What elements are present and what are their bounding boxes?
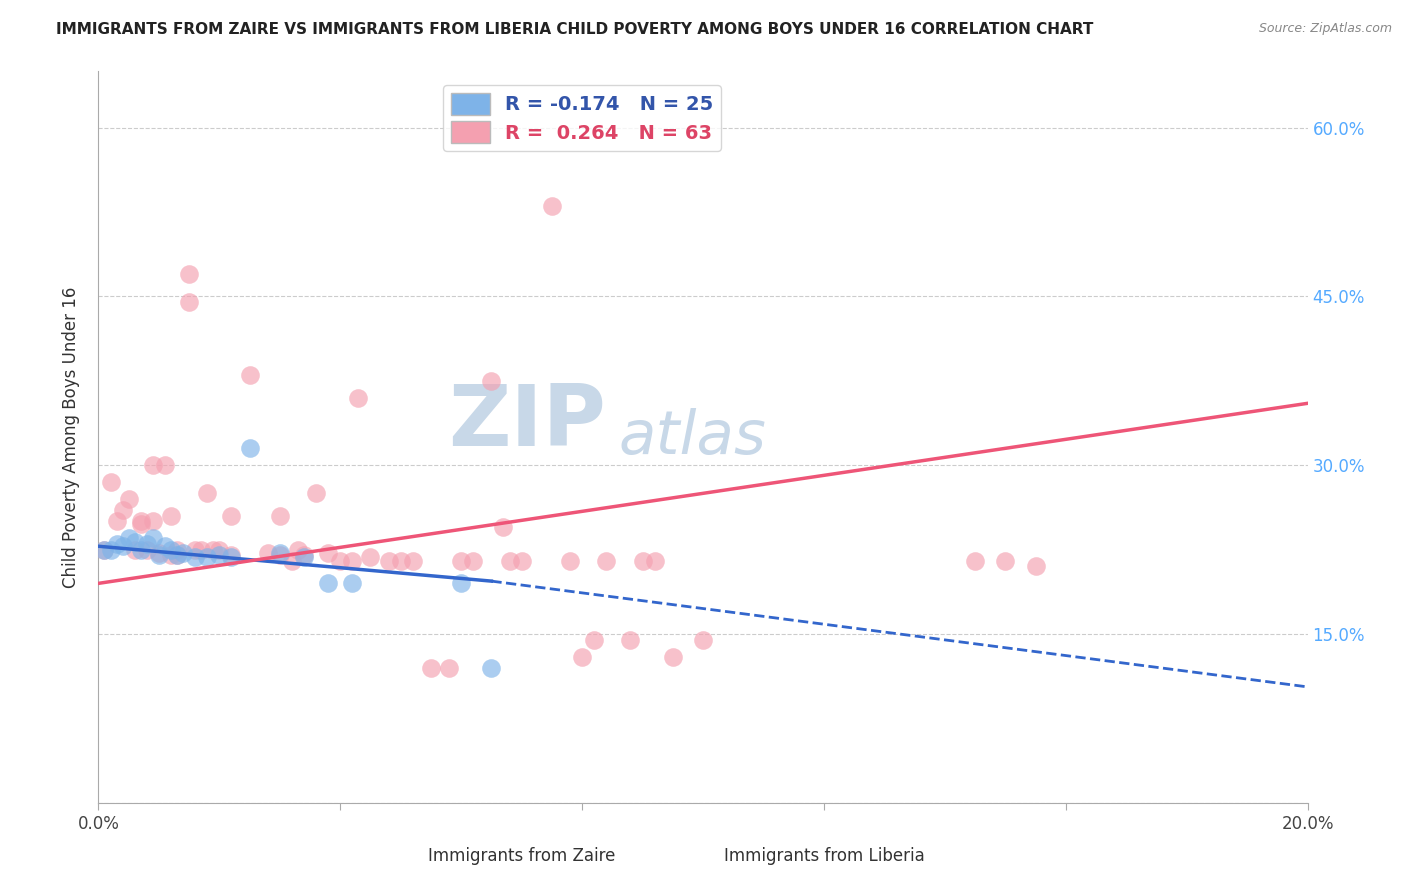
Point	[1024, 559, 1046, 574]
Text: Immigrants from Zaire: Immigrants from Zaire	[427, 847, 616, 864]
Text: Source: ZipAtlas.com: Source: ZipAtlas.com	[1258, 22, 1392, 36]
Point	[184, 550, 207, 565]
Point	[142, 515, 165, 529]
Point	[402, 554, 425, 568]
Point	[179, 267, 201, 281]
Point	[160, 542, 183, 557]
Point	[160, 508, 183, 523]
Y-axis label: Child Poverty Among Boys Under 16: Child Poverty Among Boys Under 16	[62, 286, 80, 588]
Point	[118, 532, 141, 546]
Text: IMMIGRANTS FROM ZAIRE VS IMMIGRANTS FROM LIBERIA CHILD POVERTY AMONG BOYS UNDER : IMMIGRANTS FROM ZAIRE VS IMMIGRANTS FROM…	[56, 22, 1094, 37]
Point	[184, 542, 207, 557]
Point	[692, 632, 714, 647]
Point	[292, 550, 315, 565]
Point	[292, 548, 315, 562]
Point	[631, 554, 654, 568]
Point	[111, 539, 134, 553]
Point	[965, 554, 987, 568]
Point	[105, 537, 128, 551]
Point	[498, 554, 520, 568]
Point	[239, 368, 262, 383]
Point	[305, 486, 328, 500]
Point	[118, 491, 141, 506]
Point	[571, 649, 593, 664]
Point	[994, 554, 1017, 568]
Point	[583, 632, 606, 647]
Text: atlas: atlas	[619, 408, 766, 467]
Point	[100, 542, 122, 557]
Point	[256, 546, 278, 560]
Point	[93, 542, 115, 557]
Text: ZIP: ZIP	[449, 381, 606, 464]
Point	[377, 554, 399, 568]
Point	[221, 548, 243, 562]
Point	[148, 548, 170, 562]
Point	[160, 548, 183, 562]
Point	[202, 542, 225, 557]
Point	[644, 554, 666, 568]
Point	[389, 554, 412, 568]
Point	[316, 546, 339, 560]
Point	[142, 532, 165, 546]
Point	[269, 548, 291, 562]
Point	[463, 554, 485, 568]
Point	[208, 548, 231, 562]
Point	[329, 554, 352, 568]
Point	[100, 475, 122, 489]
Point	[281, 554, 304, 568]
Point	[172, 546, 194, 560]
Point	[269, 508, 291, 523]
Point	[195, 486, 218, 500]
Point	[481, 661, 503, 675]
Point	[124, 534, 146, 549]
Point	[153, 539, 176, 553]
Point	[420, 661, 443, 675]
Point	[135, 542, 157, 557]
Point	[342, 554, 364, 568]
Point	[342, 576, 364, 591]
Point	[166, 542, 188, 557]
Point	[481, 374, 503, 388]
Point	[347, 391, 370, 405]
Point	[239, 442, 262, 456]
Point	[129, 542, 152, 557]
Legend: R = -0.174   N = 25, R =  0.264   N = 63: R = -0.174 N = 25, R = 0.264 N = 63	[443, 85, 721, 151]
Point	[492, 520, 515, 534]
Point	[360, 550, 382, 565]
Point	[148, 546, 170, 560]
Point	[111, 503, 134, 517]
Point	[540, 199, 562, 213]
Point	[208, 542, 231, 557]
Point	[166, 548, 188, 562]
Point	[166, 548, 188, 562]
Point	[190, 542, 212, 557]
Point	[221, 508, 243, 523]
Point	[129, 515, 152, 529]
Point	[129, 516, 152, 531]
Point	[142, 458, 165, 473]
Point	[105, 515, 128, 529]
Point	[179, 295, 201, 310]
Point	[595, 554, 617, 568]
Text: Immigrants from Liberia: Immigrants from Liberia	[724, 847, 924, 864]
Point	[558, 554, 581, 568]
Point	[153, 458, 176, 473]
Point	[437, 661, 460, 675]
Point	[135, 537, 157, 551]
Point	[287, 542, 309, 557]
Point	[510, 554, 533, 568]
Point	[93, 542, 115, 557]
Point	[661, 649, 683, 664]
Point	[450, 576, 472, 591]
Point	[450, 554, 472, 568]
Point	[269, 546, 291, 560]
Point	[316, 576, 339, 591]
Point	[195, 550, 218, 565]
Point	[124, 542, 146, 557]
Point	[221, 550, 243, 565]
Point	[619, 632, 641, 647]
